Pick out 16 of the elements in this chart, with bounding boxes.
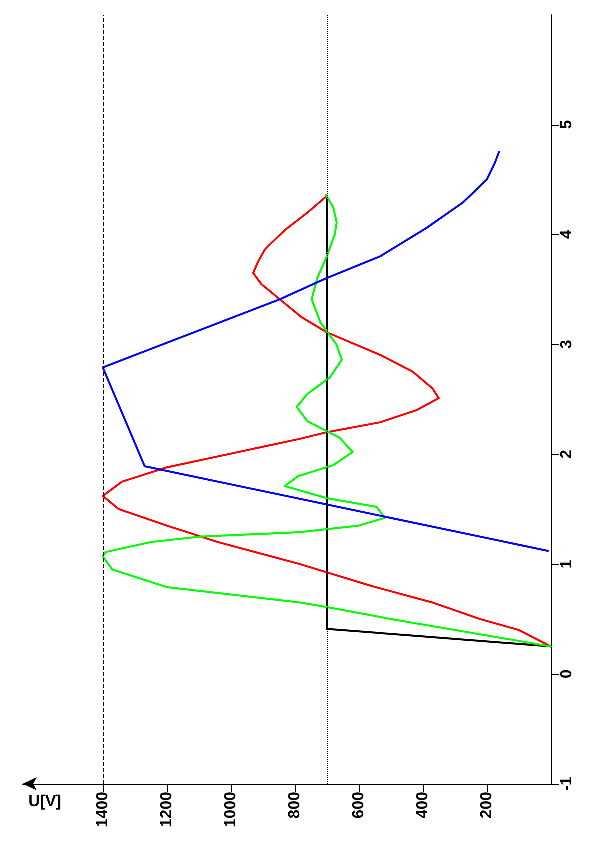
y-tick-label: 5 [558, 120, 576, 130]
y-tick-label: 3 [558, 340, 576, 350]
x-tick-label: 1200 [158, 792, 176, 828]
x-tick-label: 400 [414, 792, 432, 819]
y-tick-label: 0 [558, 670, 576, 679]
x-tick-label: 800 [286, 792, 304, 819]
y-tick-label: 4 [558, 230, 576, 240]
x-axis-title: U[V] [28, 794, 62, 810]
x-tick-label: 600 [350, 792, 368, 819]
line-series [102, 151, 550, 552]
y-tick-label: 1 [558, 560, 576, 569]
x-tick-label: 1000 [222, 792, 240, 828]
y-tick-label: -1 [558, 776, 576, 792]
x-tick-label: 200 [478, 792, 496, 819]
x-tick-label: 1400 [94, 792, 112, 828]
y-tick-label: 2 [558, 450, 576, 459]
